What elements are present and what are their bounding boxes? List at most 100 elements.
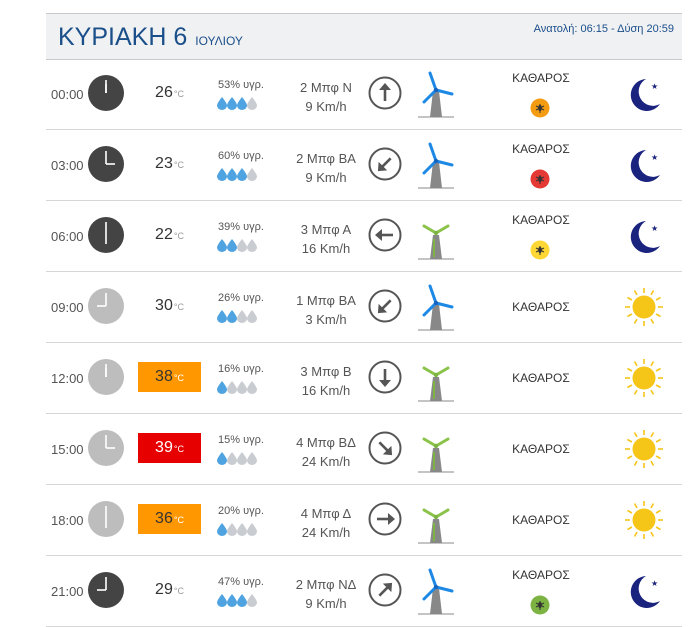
wind-info: 2 Μπφ ΒΑ 9 Km/h [276, 149, 376, 187]
sky-condition: ΚΑΘΑΡΟΣ [512, 568, 570, 582]
wind-info: 1 Μπφ ΒΑ 3 Km/h [276, 291, 376, 329]
mosquito-icon [530, 169, 550, 189]
sun-icon [624, 500, 664, 540]
sun-icon [624, 358, 664, 398]
humidity-drops [217, 97, 257, 115]
humidity-drop-icon [227, 381, 237, 398]
humidity-label: 47% υγρ. [218, 576, 264, 588]
humidity-drop-icon [217, 310, 227, 327]
row-time: 06:00 [51, 229, 84, 244]
moon-icon: ★ [624, 571, 664, 611]
humidity-drop-icon [217, 381, 227, 398]
row-time: 09:00 [51, 300, 84, 315]
wind-beaufort: 2 Μπφ ΒΑ [296, 151, 356, 166]
temperature: 38°C [138, 362, 201, 392]
humidity-drops [217, 594, 257, 612]
wind-beaufort: 1 Μπφ ΒΑ [296, 293, 356, 308]
humidity-drop-icon [227, 452, 237, 469]
humidity-drop-icon [247, 594, 257, 611]
temperature-value: 38 [155, 368, 173, 385]
sky-condition: ΚΑΘΑΡΟΣ [512, 213, 570, 227]
wind-info: 4 Μπφ ΒΔ 24 Km/h [276, 433, 376, 471]
windmill-icon [418, 568, 454, 616]
day-label: ΚΥΡΙΑΚΗ 6 [58, 23, 188, 51]
humidity-label: 20% υγρ. [218, 505, 264, 517]
clock-icon [88, 75, 124, 111]
svg-text:★: ★ [651, 579, 658, 588]
humidity-drop-icon [247, 168, 257, 185]
sun-icon [624, 287, 664, 327]
temperature: 29°C [138, 575, 201, 605]
temperature: 26°C [138, 78, 201, 108]
temperature: 22°C [138, 220, 201, 250]
svg-text:★: ★ [651, 224, 658, 233]
humidity-drops [217, 381, 257, 399]
humidity-drop-icon [217, 239, 227, 256]
temperature-unit: °C [173, 89, 184, 99]
wind-info: 3 Μπφ Β 16 Km/h [276, 362, 376, 400]
humidity-drop-icon [227, 168, 237, 185]
clock-icon [88, 217, 124, 253]
wind-beaufort: 4 Μπφ Δ [300, 506, 352, 521]
humidity-drop-icon [237, 239, 247, 256]
wind-info: 3 Μπφ Α 16 Km/h [276, 220, 376, 258]
wind-info: 2 Μπφ Ν 9 Km/h [276, 78, 376, 116]
moon-icon: ★ [624, 74, 664, 114]
temperature-value: 39 [155, 439, 173, 456]
temperature-unit: °C [173, 444, 184, 454]
mosquito-icon [530, 240, 550, 260]
wind-beaufort: 2 Μπφ Ν [300, 80, 352, 95]
humidity-drop-icon [227, 310, 237, 327]
humidity-drop-icon [237, 310, 247, 327]
temperature: 23°C [138, 149, 201, 179]
sky-condition: ΚΑΘΑΡΟΣ [512, 71, 570, 85]
wind-speed: 16 Km/h [301, 383, 351, 398]
temperature: 30°C [138, 291, 201, 321]
humidity-drops [217, 168, 257, 186]
arrow-down-left-icon [368, 289, 402, 323]
arrow-down-icon [368, 360, 402, 394]
humidity-drop-icon [237, 381, 247, 398]
windmill-icon [418, 213, 454, 261]
svg-text:★: ★ [651, 82, 658, 91]
moon-icon: ★ [624, 145, 664, 185]
humidity-label: 39% υγρ. [218, 221, 264, 233]
row-time: 00:00 [51, 87, 84, 102]
windmill-icon [418, 284, 454, 332]
humidity-drop-icon [247, 523, 257, 540]
humidity-drop-icon [217, 452, 227, 469]
humidity-label: 16% υγρ. [218, 363, 264, 375]
wind-speed: 16 Km/h [301, 241, 351, 256]
arrow-right-icon [368, 502, 402, 536]
arrow-up-right-icon [368, 573, 402, 607]
svg-text:★: ★ [651, 153, 658, 162]
windmill-icon [418, 497, 454, 545]
mosquito-icon [530, 98, 550, 118]
windmill-icon [418, 355, 454, 403]
humidity-label: 26% υγρ. [218, 292, 264, 304]
clock-icon [88, 501, 124, 537]
temperature: 36°C [138, 504, 201, 534]
row-time: 03:00 [51, 158, 84, 173]
row-time: 21:00 [51, 584, 84, 599]
sky-condition: ΚΑΘΑΡΟΣ [512, 442, 570, 456]
wind-speed: 3 Km/h [305, 312, 347, 327]
temperature-unit: °C [173, 302, 184, 312]
forecast-row: 21:00 29°C 47% υγρ. 2 Μπφ ΝΔ 9 Km/h ΚΑΘΑΡΟΣ ★ [46, 556, 682, 627]
forecast-row: 12:00 38°C 16% υγρ. 3 Μπφ Β 16 Km/h ΚΑΘΑΡΟΣ [46, 343, 682, 414]
wind-speed: 9 Km/h [305, 99, 347, 114]
windmill-icon [418, 426, 454, 474]
humidity-drops [217, 239, 257, 257]
wind-info: 4 Μπφ Δ 24 Km/h [276, 504, 376, 542]
humidity-drop-icon [227, 523, 237, 540]
day-title: ΚΥΡΙΑΚΗ 6 ΙΟΥΛΙΟΥ [58, 23, 243, 52]
humidity-drop-icon [247, 239, 257, 256]
arrow-down-right-icon [368, 431, 402, 465]
humidity-drops [217, 452, 257, 470]
humidity-drop-icon [237, 97, 247, 114]
humidity-label: 53% υγρ. [218, 79, 264, 91]
temperature-unit: °C [173, 373, 184, 383]
sky-condition: ΚΑΘΑΡΟΣ [512, 371, 570, 385]
wind-speed: 9 Km/h [305, 170, 347, 185]
windmill-icon [418, 142, 454, 190]
